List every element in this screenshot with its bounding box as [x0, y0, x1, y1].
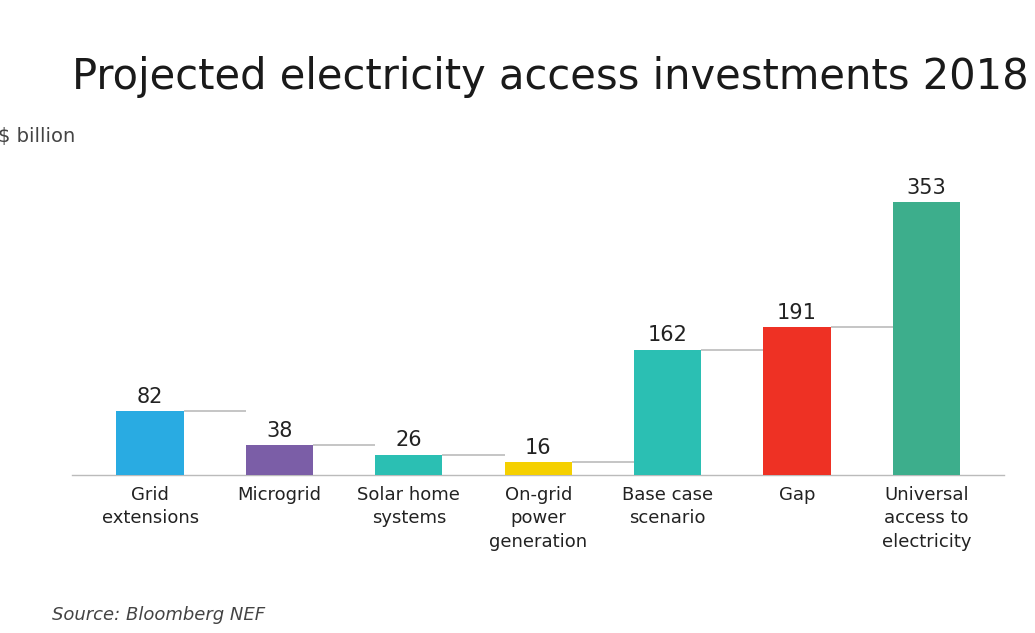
Text: 162: 162 [648, 325, 687, 345]
Text: 26: 26 [395, 430, 422, 450]
Text: 16: 16 [525, 438, 552, 458]
Text: $ billion: $ billion [0, 127, 76, 146]
Bar [116, 411, 183, 475]
Bar [505, 462, 571, 475]
Bar [375, 454, 443, 475]
Text: 353: 353 [907, 178, 946, 197]
Bar [892, 203, 960, 475]
Bar [246, 446, 313, 475]
Bar [763, 327, 830, 475]
Text: 191: 191 [777, 303, 817, 323]
Text: Source: Bloomberg NEF: Source: Bloomberg NEF [52, 606, 265, 624]
Text: Projected electricity access investments 2018 - 2030: Projected electricity access investments… [72, 56, 1035, 98]
Text: 38: 38 [266, 421, 293, 441]
Bar [633, 349, 702, 475]
Text: 82: 82 [137, 387, 164, 407]
